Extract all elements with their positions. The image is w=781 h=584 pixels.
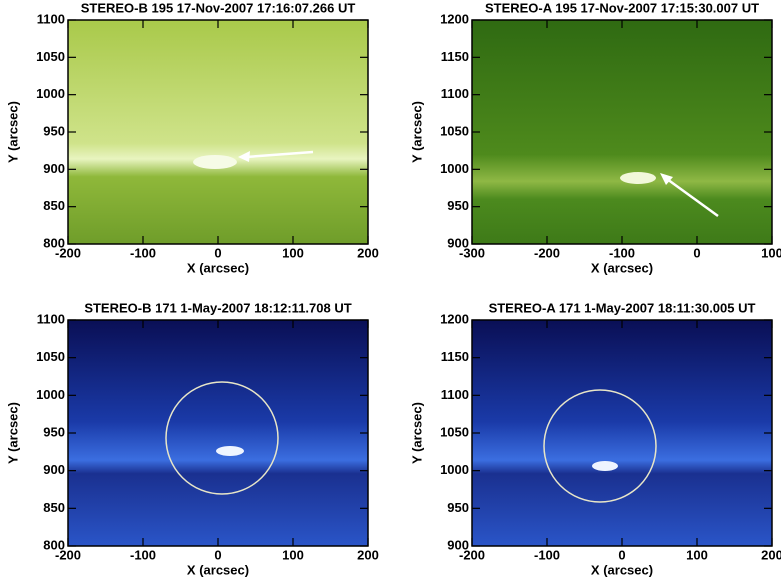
- arrowhead: [660, 173, 673, 185]
- y-tick-label: 1100: [441, 86, 469, 101]
- y-tick-label: 1050: [440, 424, 469, 439]
- x-tick-label: -200: [534, 245, 560, 260]
- x-tick-label: -100: [609, 245, 635, 260]
- y-tick-label: 1000: [36, 387, 65, 402]
- x-tick-label: 100: [282, 547, 304, 562]
- arrow: [245, 150, 314, 159]
- x-axis-label: X (arcsec): [187, 260, 249, 275]
- panel-title: STEREO-A 195 17-Nov-2007 17:15:30.007 UT: [485, 0, 759, 15]
- bright-region: [592, 461, 618, 471]
- y-tick-label: 1100: [37, 311, 65, 326]
- y-tick-label: 1200: [440, 311, 469, 326]
- x-tick-label: 0: [214, 245, 221, 260]
- y-tick-label: 900: [43, 161, 65, 176]
- y-tick-label: 950: [447, 500, 469, 515]
- x-tick-label: 100: [686, 547, 708, 562]
- y-tick-label: 1100: [37, 11, 65, 26]
- y-tick-label: 850: [43, 500, 65, 515]
- x-axis-label: X (arcsec): [591, 562, 653, 577]
- y-tick-label: 1050: [36, 49, 65, 64]
- x-tick-label: 0: [214, 547, 221, 562]
- y-axis-label: Y (arcsec): [409, 101, 424, 163]
- x-tick-label: 200: [357, 245, 379, 260]
- y-tick-label: 1050: [36, 349, 65, 364]
- solar-image: [68, 320, 368, 546]
- x-tick-label: 200: [761, 547, 781, 562]
- y-tick-label: 1150: [441, 349, 469, 364]
- y-tick-label: 800: [43, 537, 65, 552]
- solar-image: [472, 320, 772, 546]
- bright-region: [620, 172, 656, 184]
- circle-marker: [543, 389, 657, 503]
- x-tick-label: -100: [130, 245, 156, 260]
- y-tick-label: 900: [43, 462, 65, 477]
- y-tick-label: 1000: [440, 462, 469, 477]
- x-tick-label: -100: [130, 547, 156, 562]
- y-tick-label: 1050: [440, 123, 469, 138]
- y-tick-label: 900: [447, 537, 469, 552]
- bright-region: [216, 446, 244, 456]
- x-tick-label: -200: [55, 547, 81, 562]
- arrow: [666, 177, 719, 218]
- y-axis-label: Y (arcsec): [5, 402, 20, 464]
- panel-title: STEREO-A 171 1-May-2007 18:11:30.005 UT: [489, 300, 756, 315]
- y-tick-label: 800: [43, 235, 65, 250]
- solar-image: [472, 20, 772, 244]
- y-axis-label: Y (arcsec): [409, 402, 424, 464]
- x-axis-label: X (arcsec): [591, 260, 653, 275]
- x-tick-label: -300: [459, 245, 485, 260]
- y-tick-label: 950: [43, 123, 65, 138]
- y-tick-label: 950: [447, 198, 469, 213]
- x-axis-label: X (arcsec): [187, 562, 249, 577]
- x-tick-label: 100: [282, 245, 304, 260]
- y-tick-label: 950: [43, 424, 65, 439]
- arrowhead: [238, 151, 250, 162]
- x-tick-label: -200: [459, 547, 485, 562]
- circle-marker: [165, 381, 279, 495]
- y-tick-label: 1100: [441, 387, 469, 402]
- panel-title: STEREO-B 195 17-Nov-2007 17:16:07.266 UT: [81, 0, 356, 15]
- x-tick-label: 100: [761, 245, 781, 260]
- x-tick-label: 0: [693, 245, 700, 260]
- x-tick-label: -200: [55, 245, 81, 260]
- x-tick-label: 0: [618, 547, 625, 562]
- y-tick-label: 1000: [36, 86, 65, 101]
- y-tick-label: 850: [43, 198, 65, 213]
- x-tick-label: -100: [534, 547, 560, 562]
- y-tick-label: 1200: [440, 11, 469, 26]
- x-tick-label: 200: [357, 547, 379, 562]
- y-tick-label: 1150: [441, 49, 469, 64]
- solar-image: [68, 20, 368, 244]
- annotations: [165, 150, 719, 503]
- y-axis-label: Y (arcsec): [5, 101, 20, 163]
- y-tick-label: 1000: [440, 161, 469, 176]
- bright-region: [193, 155, 237, 169]
- y-tick-label: 900: [447, 235, 469, 250]
- panel-title: STEREO-B 171 1-May-2007 18:12:11.708 UT: [84, 300, 351, 315]
